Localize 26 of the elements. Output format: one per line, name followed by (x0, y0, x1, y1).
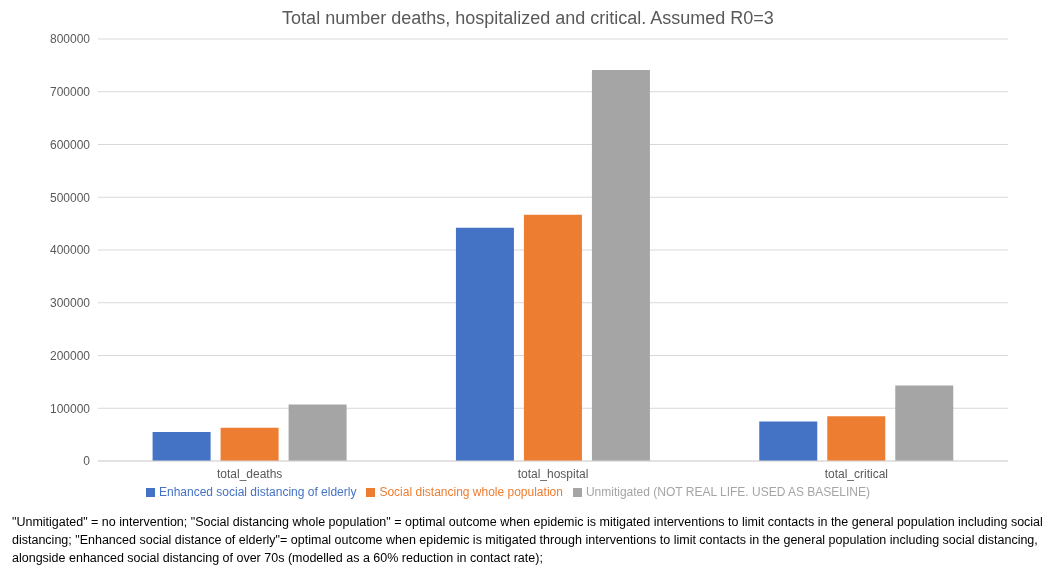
bar (591, 70, 650, 461)
bar (455, 227, 514, 461)
y-tick-label: 600000 (49, 137, 91, 152)
y-tick-label: 500000 (49, 190, 91, 205)
text: "Unmitigated" = no intervention; "Social distancing whole population" = optimal outcome when epidemic is mitigated interventions to limit contacts in the general population including social distancing; "Enhanced social distance of elderly"= optimal outcome when epidemic is mitigated through interventions to limit contacts in the general population including social distancing, alongside enhanced social distancing of over 70s (modelled as a 60% reduction in contact rate); (11, 514, 1044, 567)
y-tick-label: 700000 (49, 85, 91, 100)
bar (827, 416, 886, 461)
legend-label: Unmitigated (NOT REAL LIFE. USED AS BASELINE) (585, 485, 871, 499)
bar (220, 427, 279, 461)
y-tick-label: 0 (83, 454, 91, 469)
x-tick-label: total_deaths (216, 466, 283, 481)
bar (152, 431, 211, 461)
x-tick-label: total_critical (824, 466, 889, 481)
bar (523, 214, 582, 461)
bar (895, 385, 954, 461)
legend-label: Social distancing whole population (379, 485, 563, 499)
x-tick-label: total_hospital (517, 466, 589, 481)
y-tick-label: 400000 (49, 243, 91, 258)
chart-title: Total number deaths, hospitalized and critical. Assumed R0=3 (281, 8, 775, 29)
y-tick-label: 300000 (49, 296, 91, 311)
y-tick-label: 100000 (49, 401, 91, 416)
legend-label: Enhanced social distancing of elderly (158, 485, 357, 499)
y-tick-label: 800000 (49, 32, 91, 47)
y-tick-label: 200000 (49, 348, 91, 363)
bar (759, 421, 818, 461)
bar (288, 404, 347, 461)
